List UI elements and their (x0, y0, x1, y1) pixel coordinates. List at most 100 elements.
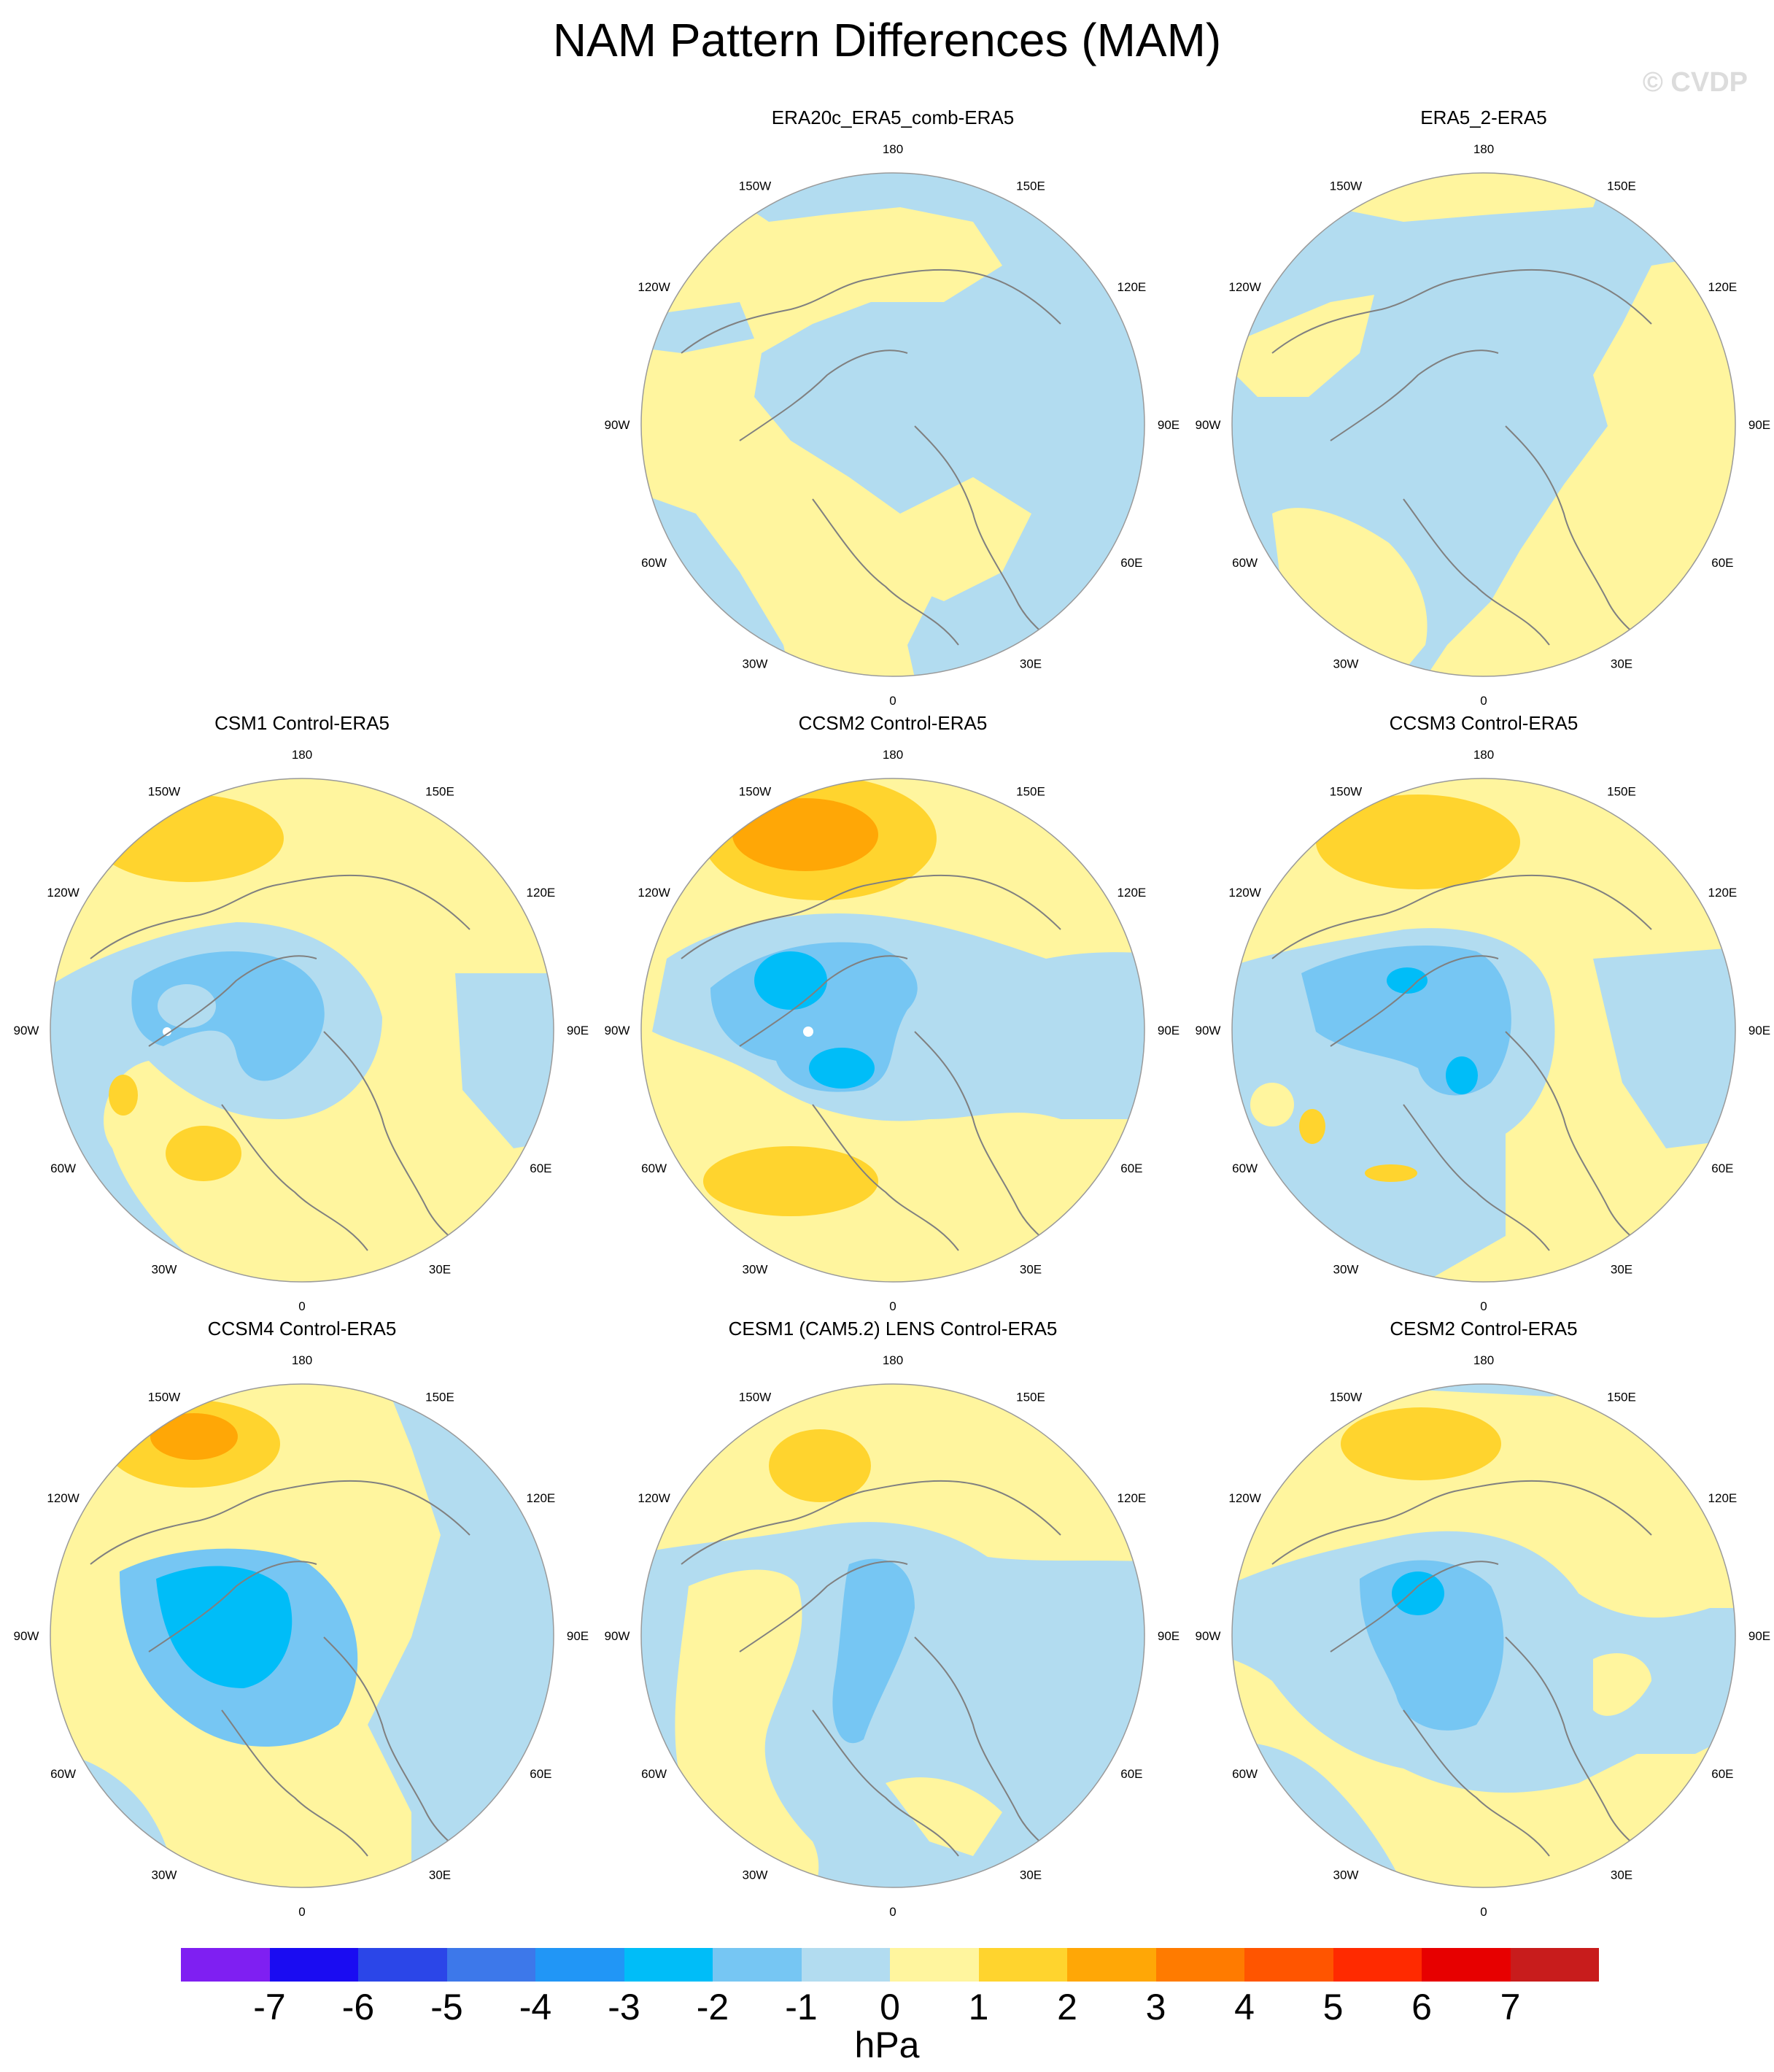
longitude-label: 0 (1480, 1905, 1487, 1919)
longitude-label: 120W (47, 886, 79, 900)
longitude-label: 60W (1232, 1161, 1258, 1175)
panel-title: ERA20c_ERA5_comb-ERA5 (771, 107, 1015, 128)
longitude-label: 150W (739, 1391, 771, 1404)
longitude-label: 60W (50, 1161, 76, 1175)
longitude-label: 0 (298, 1905, 305, 1919)
longitude-label: 60W (50, 1767, 76, 1781)
colorbar-box (358, 1948, 447, 1982)
longitude-label: 30E (1020, 1262, 1042, 1276)
longitude-label: 90E (1748, 418, 1770, 432)
longitude-label: 180 (883, 748, 903, 762)
colorbar (181, 1948, 1599, 1982)
longitude-label: 30E (1020, 1868, 1042, 1882)
longitude-label: 60E (1711, 556, 1733, 570)
longitude-label: 0 (889, 1905, 896, 1919)
polar-map: 180 150E 120E 90E 60E 30E 0 30W 60W 90W 120W 150W (605, 142, 1180, 708)
longitude-label: 120E (1118, 280, 1147, 294)
longitude-label: 150E (1016, 179, 1045, 193)
colorbar-tick-label: 1 (968, 1987, 989, 2027)
colorbar-tick-label: -3 (608, 1987, 640, 2027)
longitude-label: 90E (1748, 1629, 1770, 1643)
longitude-label: 60W (1232, 1767, 1258, 1781)
colorbar-box (890, 1948, 979, 1982)
longitude-label: 180 (1473, 1353, 1494, 1367)
longitude-label: 120W (47, 1491, 79, 1505)
colorbar-box (978, 1948, 1067, 1982)
panel-title: CESM1 (CAM5.2) LENS Control-ERA5 (728, 1318, 1058, 1340)
longitude-label: 90W (14, 1629, 39, 1643)
colorbar-unit: hPa (854, 2025, 920, 2065)
longitude-label: 60W (641, 556, 667, 570)
colorbar-labels: -7 -6 -5 -4 -3 -2 -1 0 1 2 3 4 5 6 7 (181, 1986, 1599, 2030)
colorbar-box (1422, 1948, 1511, 1982)
longitude-label: 150W (739, 785, 771, 799)
map-panel-cesm2: CESM2 Control-ERA5 180 150E 120E 90E 60E 30E 0… (1185, 1318, 1774, 1923)
colorbar-box (269, 1948, 358, 1982)
longitude-label: 90E (1158, 1629, 1180, 1643)
longitude-label: 30W (1333, 657, 1359, 670)
colorbar-box (713, 1948, 802, 1982)
longitude-label: 90W (1196, 418, 1221, 432)
map-panel-cesm1-lens: CESM1 (CAM5.2) LENS Control-ERA5 180 150E… (594, 1318, 1192, 1923)
colorbar-tick-label: -5 (430, 1987, 463, 2027)
longitude-label: 120W (638, 886, 670, 900)
longitude-label: 150W (1330, 179, 1362, 193)
longitude-label: 0 (889, 694, 896, 708)
panel-title: CSM1 Control-ERA5 (214, 712, 390, 734)
longitude-label: 90W (605, 1629, 630, 1643)
longitude-label: 30E (429, 1262, 451, 1276)
panel-title: CCSM2 Control-ERA5 (798, 712, 988, 734)
colorbar-box (1067, 1948, 1156, 1982)
longitude-label: 30E (429, 1868, 451, 1882)
colorbar-tick-label: 6 (1411, 1987, 1432, 2027)
longitude-label: 90E (567, 1629, 589, 1643)
longitude-label: 180 (883, 142, 903, 156)
colorbar-tick-label: -4 (519, 1987, 552, 2027)
longitude-label: 120E (1708, 280, 1738, 294)
colorbar-box (1155, 1948, 1244, 1982)
longitude-label: 120E (1708, 1491, 1738, 1505)
longitude-label: 0 (1480, 694, 1487, 708)
polar-map: 180 150E 120E 90E 60E 30E 0 30W 60W 90W 120W 150W (605, 1353, 1180, 1919)
longitude-label: 30W (743, 657, 768, 670)
longitude-label: 0 (889, 1299, 896, 1313)
longitude-label: 150W (148, 785, 180, 799)
colorbar-box (1510, 1948, 1599, 1982)
longitude-label: 30E (1611, 657, 1632, 670)
longitude-label: 0 (1480, 1299, 1487, 1313)
polar-map: 180 150E 120E 90E 60E 30E 0 30W 60W 90W 120W 150W (1196, 142, 1771, 708)
colorbar-tick-label: -2 (696, 1987, 729, 2027)
polar-map: 180 150E 120E 90E 60E 30E 0 30W 60W 90W 120W 150W (1196, 748, 1771, 1313)
longitude-label: 150E (1607, 1391, 1636, 1404)
longitude-label: 90E (1158, 418, 1180, 432)
colorbar-tick-label: -1 (785, 1987, 818, 2027)
figure-title: NAM Pattern Differences (MAM) (552, 14, 1222, 66)
longitude-label: 30W (152, 1262, 177, 1276)
longitude-label: 120W (1228, 280, 1260, 294)
longitude-label: 30E (1611, 1868, 1632, 1882)
longitude-label: 30E (1611, 1262, 1632, 1276)
longitude-label: 120W (638, 280, 670, 294)
longitude-label: 120W (1228, 1491, 1260, 1505)
longitude-label: 60E (530, 1161, 551, 1175)
longitude-label: 60W (641, 1767, 667, 1781)
colorbar-tick-label: -6 (341, 1987, 375, 2027)
polar-map: 180 150E 120E 90E 60E 30E 0 30W 60W 90W 120W 150W (14, 1353, 589, 1919)
longitude-label: 30W (1333, 1868, 1359, 1882)
longitude-label: 120E (527, 886, 556, 900)
longitude-label: 150W (148, 1391, 180, 1404)
longitude-label: 0 (298, 1299, 305, 1313)
colorbar-tick-label: 3 (1145, 1987, 1166, 2027)
longitude-label: 60E (1120, 1767, 1142, 1781)
longitude-label: 150E (1016, 785, 1045, 799)
longitude-label: 60E (1711, 1161, 1733, 1175)
longitude-label: 90E (1158, 1024, 1180, 1037)
longitude-label: 90E (1748, 1024, 1770, 1037)
colorbar-tick-label: 4 (1234, 1987, 1255, 2027)
longitude-label: 150E (425, 1391, 454, 1404)
map-panel-ccsm4: CCSM4 Control-ERA5 180 150E 120E 90E 60E 30E 0… (3, 1318, 601, 1923)
colorbar-box (801, 1948, 890, 1982)
longitude-label: 90W (1196, 1629, 1221, 1643)
colorbar-box (1333, 1948, 1422, 1982)
longitude-label: 180 (1473, 142, 1494, 156)
